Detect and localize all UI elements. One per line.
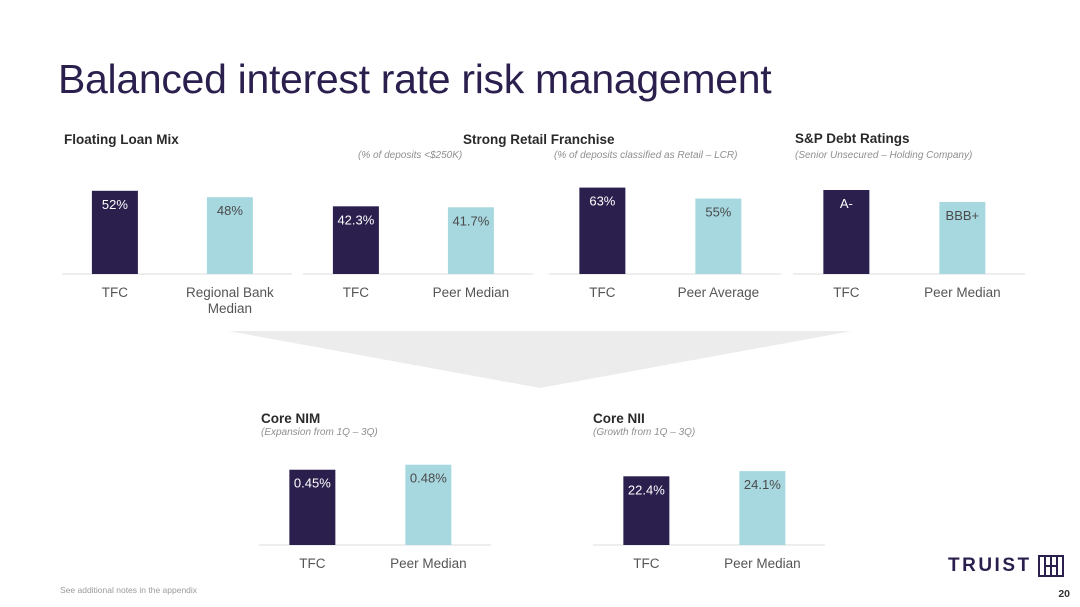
page-number: 20 [1058, 588, 1070, 600]
sp-ratings-chart: A- TFC BBB+ Peer Median [793, 190, 1025, 300]
core-nii-chart: 22.4% TFC 24.1% Peer Median [593, 471, 825, 571]
category-label: TFC [102, 285, 128, 300]
category-label: TFC [299, 556, 325, 571]
bar-peer [405, 464, 452, 545]
bar-peer [739, 471, 786, 545]
bar-peer [695, 198, 742, 274]
bar-tfc [332, 206, 379, 274]
category-label: Peer Median [390, 556, 467, 571]
category-label: Peer Median [724, 556, 801, 571]
data-label: 0.45% [294, 476, 331, 491]
core-nim-subtitle: (Expansion from 1Q – 3Q) [261, 427, 378, 438]
data-label: 0.48% [410, 471, 447, 486]
data-label: 24.1% [744, 477, 781, 492]
retail-subtitle-deposits-250k: (% of deposits <$250K) [358, 150, 463, 161]
data-label: 22.4% [628, 482, 665, 497]
core-nii-title: Core NII [593, 411, 645, 426]
data-label: 48% [217, 203, 243, 218]
data-label: 63% [589, 194, 615, 209]
page-title: Balanced interest rate risk management [58, 56, 772, 102]
logo-text: TRUIST [948, 555, 1032, 576]
category-label: TFC [633, 556, 659, 571]
category-label: TFC [589, 285, 615, 300]
sp-ratings-subtitle: (Senior Unsecured – Holding Company) [795, 150, 973, 161]
bar-tfc [91, 190, 138, 274]
category-label: TFC [343, 285, 369, 300]
data-label: 52% [102, 197, 128, 212]
data-label: BBB+ [946, 208, 980, 223]
category-label: Peer Average [678, 285, 760, 300]
truist-hh-mark-icon [1037, 555, 1064, 577]
bar-tfc [289, 469, 336, 545]
retail-lcr-chart: 63% TFC 55% Peer Average [549, 187, 781, 300]
category-label: Peer Median [924, 285, 1001, 300]
deposits-250k-chart: 42.3% TFC 41.7% Peer Median [303, 206, 533, 300]
data-label: 41.7% [452, 213, 489, 228]
core-nii-subtitle: (Growth from 1Q – 3Q) [593, 427, 696, 438]
floating-loan-mix-title: Floating Loan Mix [64, 132, 179, 147]
data-label: A- [840, 196, 853, 211]
bar-peer [447, 207, 494, 274]
footer-note: See additional notes in the appendix [60, 585, 198, 595]
bar-peer [939, 202, 986, 274]
data-label: 55% [705, 205, 731, 220]
category-label: Regional Bank [186, 285, 274, 300]
sp-ratings-title: S&P Debt Ratings [795, 131, 910, 146]
bar-tfc [579, 187, 626, 274]
category-label: Median [208, 301, 252, 316]
retail-subtitle-lcr: (% of deposits classified as Retail – LC… [554, 150, 738, 161]
truist-logo: TRUIST [948, 555, 1064, 577]
bar-peer [206, 197, 253, 274]
bar-tfc [623, 476, 670, 545]
core-nim-title: Core NIM [261, 411, 321, 426]
retail-franchise-title: Strong Retail Franchise [463, 132, 615, 147]
bar-tfc [823, 190, 870, 274]
data-label: 42.3% [337, 212, 374, 227]
category-label: TFC [833, 285, 859, 300]
category-label: Peer Median [433, 285, 510, 300]
core-nim-chart: 0.45% TFC 0.48% Peer Median [259, 464, 491, 571]
